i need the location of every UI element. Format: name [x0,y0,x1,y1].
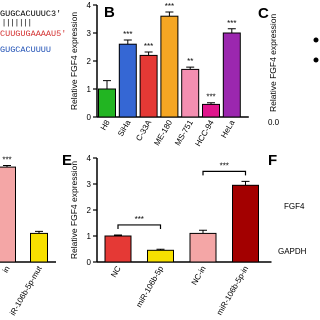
bar [147,249,174,263]
x-tick-label: SiHa [116,118,133,138]
error-bar [35,230,43,234]
axis-title: Relative FGF4 expression [268,13,278,112]
significance: *** [2,156,11,165]
y-tick-label: 3 [87,29,92,38]
bar [202,103,220,118]
panel-label: E [62,152,72,169]
x-tick-label: NC [109,264,123,279]
x-tick-label: in [1,265,12,275]
bar [118,43,137,118]
panel-label: B [104,4,115,21]
significance: *** [165,2,174,11]
x-tick-label: miR-106b-5p [134,264,165,309]
x-tick-label: HCC-94 [193,118,216,148]
dot [313,37,319,43]
blot-label: FGF4 [284,202,305,211]
significance: *** [206,93,215,102]
significance: *** [144,42,153,51]
y-tick-label: 1 [87,85,92,94]
axis-title: Relative FGF4 expression [69,12,79,111]
y-tick-label: 1 [87,232,92,241]
y-tick-label: 4 [87,154,92,163]
significance: *** [123,30,132,39]
y-tick-label: 0 [87,113,92,122]
x-tick-label: iR-106b-5p-mut [8,264,44,317]
x-tick-label: miR-106b-5p-in [215,265,250,317]
bar [30,232,48,263]
y-tick-label: 0 [87,258,92,267]
x-tick-label: H8 [99,118,112,132]
bracket [202,170,247,176]
bar [104,235,132,263]
x-tick-label: ME-180 [152,118,174,147]
axis-title: Relative FGF4 expression [69,161,79,260]
x-tick-label: NC-in [190,265,208,287]
bar [0,166,16,263]
error-bar [199,229,207,234]
y-tick-label: 2 [87,57,92,66]
error-bar [144,51,153,56]
error-bar [103,80,111,89]
panel-label: C [258,5,269,22]
error-bar [165,11,174,17]
y-tick-label: 2 [87,206,92,215]
x-tick-label: HeLa [219,118,237,140]
y-tick-label: 4 [87,1,92,10]
error-bar [186,66,195,70]
bar [189,232,217,263]
y-tick-label: 3 [87,180,92,189]
bracket [117,224,162,229]
sequence: GUGCACUUUU [0,45,51,55]
significance: ** [187,57,193,66]
error-bar [114,234,122,236]
significance: *** [220,161,229,170]
sequence: GUGCACUUUC3' [0,9,61,19]
pairing: | | | | | | | [3,18,31,27]
error-bar [227,28,236,33]
error-bar [156,248,165,251]
bar [98,88,116,118]
tick-label: 0.0 [268,118,280,127]
bar [232,184,259,263]
panel-label: F [268,152,277,169]
blot-label: GAPDH [278,247,307,256]
significance: *** [135,215,144,224]
x-tick-label: C-33A [134,118,153,143]
bar [222,32,241,118]
error-bar [3,165,11,168]
significance: *** [227,19,236,28]
sequence: CUUGUGAAAAU5' [0,29,66,39]
dot [313,57,319,63]
x-tick-label: MS-751 [173,118,195,147]
bar [139,54,158,118]
error-bar [123,39,132,45]
error-bar [241,180,250,186]
error-bar [207,102,215,105]
bar [160,15,179,118]
bar [181,68,200,118]
